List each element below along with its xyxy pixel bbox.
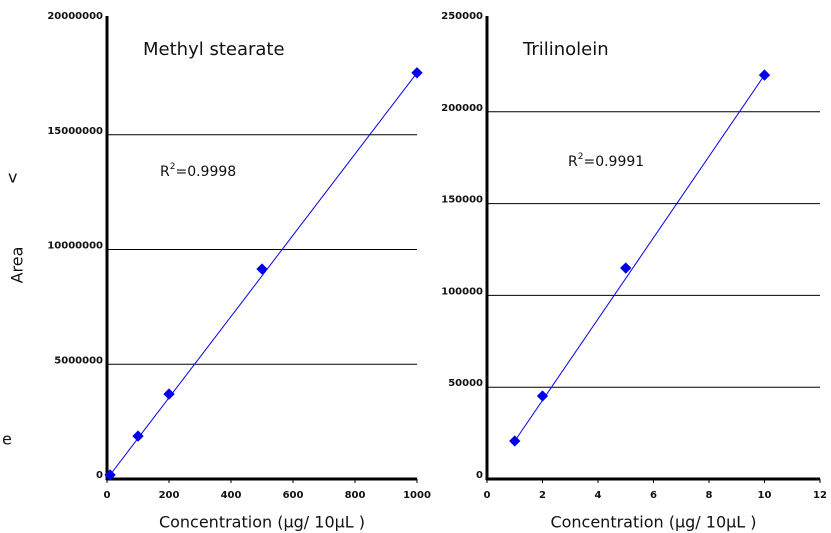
data-point: [132, 430, 144, 442]
y-tick-label: 20000000: [47, 11, 103, 22]
y-tick-label: 200000: [441, 103, 483, 114]
x-tick-label: 600: [283, 490, 304, 501]
x-tick-label: 0: [104, 490, 111, 501]
x-tick-label: 1000: [403, 490, 431, 501]
y-tick-label: 100000: [441, 286, 483, 297]
x-tick-label: 0: [484, 490, 491, 501]
x-tick-label: 8: [706, 490, 713, 501]
r-squared-sup: 2: [578, 152, 584, 162]
data-point: [758, 69, 771, 81]
x-tick-label: 800: [345, 490, 366, 501]
y-tick-label: 15000000: [47, 126, 103, 137]
y-tick-label: 0: [96, 470, 103, 481]
y-tick-label: 250000: [441, 11, 483, 22]
data-point: [620, 262, 632, 274]
x-tick-label: 6: [650, 490, 657, 501]
data-point: [536, 390, 549, 402]
r-squared: R2=0.9991: [568, 152, 644, 171]
x-tick-label: 400: [221, 490, 242, 501]
chart-title: Trilinolein: [522, 39, 609, 60]
r-squared-base: R: [568, 154, 578, 170]
data-point: [256, 263, 268, 275]
data-point: [411, 67, 423, 79]
x-axis-label: Concentration (μg/ 10μL ): [550, 513, 756, 532]
x-tick-label: 4: [595, 490, 602, 501]
x-tick-label: 12: [813, 490, 827, 501]
side-fragment: v: [8, 168, 17, 187]
y-axis-label: Area: [8, 247, 27, 284]
x-axis-label: Concentration (μg/ 10μL ): [159, 513, 365, 532]
y-tick-label: 5000000: [54, 355, 103, 366]
x-tick-label: 10: [758, 490, 772, 501]
data-point: [509, 435, 521, 447]
x-tick-label: 200: [159, 490, 180, 501]
fit-line: [514, 74, 765, 442]
r-squared-text: =0.9998: [175, 164, 236, 180]
r-squared-base: R: [160, 164, 170, 180]
data-point: [163, 388, 175, 400]
chart-title: Methyl stearate: [143, 39, 285, 60]
y-tick-label: 0: [476, 470, 483, 481]
fit-line: [109, 72, 418, 476]
x-tick-label: 2: [539, 490, 546, 501]
y-tick-label: 50000: [448, 378, 483, 389]
r-squared-sup: 2: [170, 162, 176, 172]
r-squared: R2=0.9998: [160, 162, 236, 181]
side-fragment: e: [2, 430, 12, 449]
y-tick-label: 10000000: [47, 241, 103, 252]
r-squared-text: =0.9991: [583, 154, 644, 170]
y-tick-label: 150000: [441, 195, 483, 206]
